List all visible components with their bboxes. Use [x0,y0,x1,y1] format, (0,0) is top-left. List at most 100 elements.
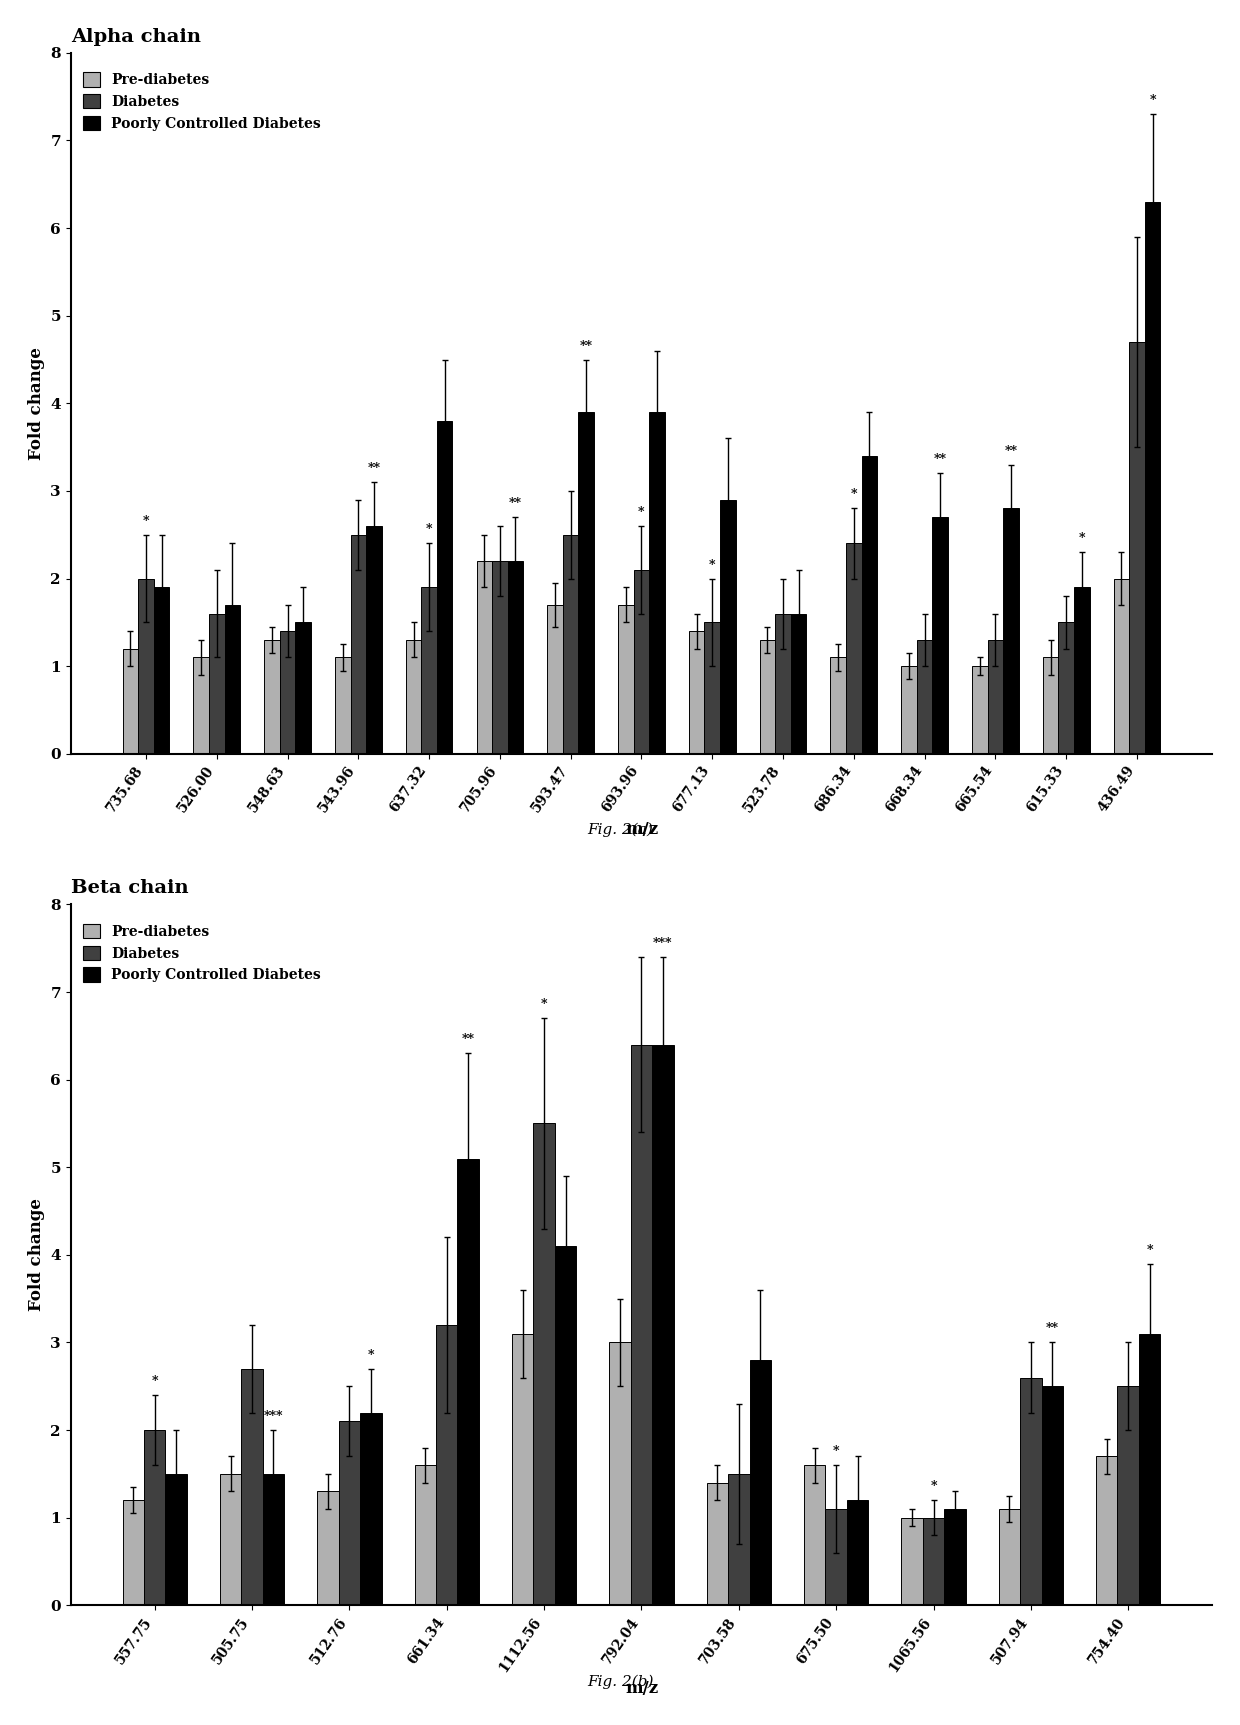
Text: Fig. 2(a): Fig. 2(a) [587,823,653,837]
Bar [123,649,138,754]
Bar [987,640,1003,754]
Bar [932,518,947,754]
Text: **: ** [934,454,946,466]
Bar [923,1518,944,1606]
Bar [533,1123,554,1606]
Bar [335,657,351,754]
Bar [317,1492,339,1606]
Bar [219,1473,242,1606]
Text: *: * [1149,95,1156,107]
Bar [264,640,280,754]
Text: Beta chain: Beta chain [71,880,188,897]
Bar [901,1518,923,1606]
Bar [295,623,311,754]
X-axis label: m/z: m/z [625,821,658,838]
Bar [862,455,877,754]
Bar [578,412,594,754]
Bar [339,1421,360,1606]
Bar [707,1484,728,1606]
Bar [436,1325,458,1606]
Bar [193,657,208,754]
Bar [280,631,295,754]
Bar [436,421,453,754]
Text: *: * [851,488,857,502]
Bar [554,1245,577,1606]
Text: **: ** [461,1033,475,1047]
Text: *: * [541,999,547,1011]
Text: ***: *** [653,937,672,950]
Bar [1043,657,1059,754]
Text: **: ** [508,497,522,511]
Y-axis label: Fold change: Fold change [27,347,45,461]
Bar [512,1333,533,1606]
Bar [609,1342,631,1606]
Bar [720,500,735,754]
Y-axis label: Fold change: Fold change [27,1199,45,1311]
Bar [405,640,422,754]
Text: *: * [709,559,715,571]
Bar [916,640,932,754]
X-axis label: m/z: m/z [625,1680,658,1697]
Legend: Pre-diabetes, Diabetes, Poorly Controlled Diabetes: Pre-diabetes, Diabetes, Poorly Controlle… [78,918,326,988]
Bar [165,1473,187,1606]
Text: ***: *** [264,1409,283,1423]
Bar [791,614,806,754]
Text: *: * [143,514,149,528]
Bar [760,640,775,754]
Bar [123,1501,144,1606]
Text: *: * [1146,1244,1153,1256]
Text: **: ** [1045,1323,1059,1335]
Bar [351,535,366,754]
Bar [1145,202,1161,754]
Bar [847,1501,868,1606]
Text: *: * [930,1480,936,1494]
Bar [476,561,492,754]
Bar [652,1045,673,1606]
Bar [1074,586,1090,754]
Bar [263,1473,284,1606]
Bar [1130,342,1145,754]
Bar [492,561,507,754]
Bar [242,1368,263,1606]
Bar [1138,1333,1161,1606]
Bar [689,631,704,754]
Bar [1003,509,1019,754]
Bar [1021,1378,1042,1606]
Text: *: * [833,1446,839,1458]
Bar [704,623,720,754]
Bar [422,586,436,754]
Bar [618,605,634,754]
Bar [804,1465,826,1606]
Bar [1059,623,1074,754]
Text: *: * [639,505,645,519]
Bar [846,543,862,754]
Bar [547,605,563,754]
Bar [749,1359,771,1606]
Bar [224,605,241,754]
Bar [366,526,382,754]
Bar [650,412,665,754]
Bar [208,614,224,754]
Bar [831,657,846,754]
Bar [144,1430,165,1606]
Bar [1114,578,1130,754]
Text: Fig. 2(b): Fig. 2(b) [587,1675,653,1689]
Bar [360,1413,382,1606]
Bar [458,1159,479,1606]
Text: **: ** [580,340,593,352]
Bar [154,586,170,754]
Text: *: * [367,1349,374,1361]
Text: **: ** [1004,445,1018,457]
Legend: Pre-diabetes, Diabetes, Poorly Controlled Diabetes: Pre-diabetes, Diabetes, Poorly Controlle… [78,67,326,136]
Text: *: * [151,1375,157,1389]
Bar [634,569,650,754]
Bar [1117,1387,1138,1606]
Bar [972,666,987,754]
Bar [1042,1387,1063,1606]
Bar [631,1045,652,1606]
Bar [563,535,578,754]
Text: **: ** [367,462,381,474]
Bar [901,666,916,754]
Bar [728,1473,749,1606]
Bar [414,1465,436,1606]
